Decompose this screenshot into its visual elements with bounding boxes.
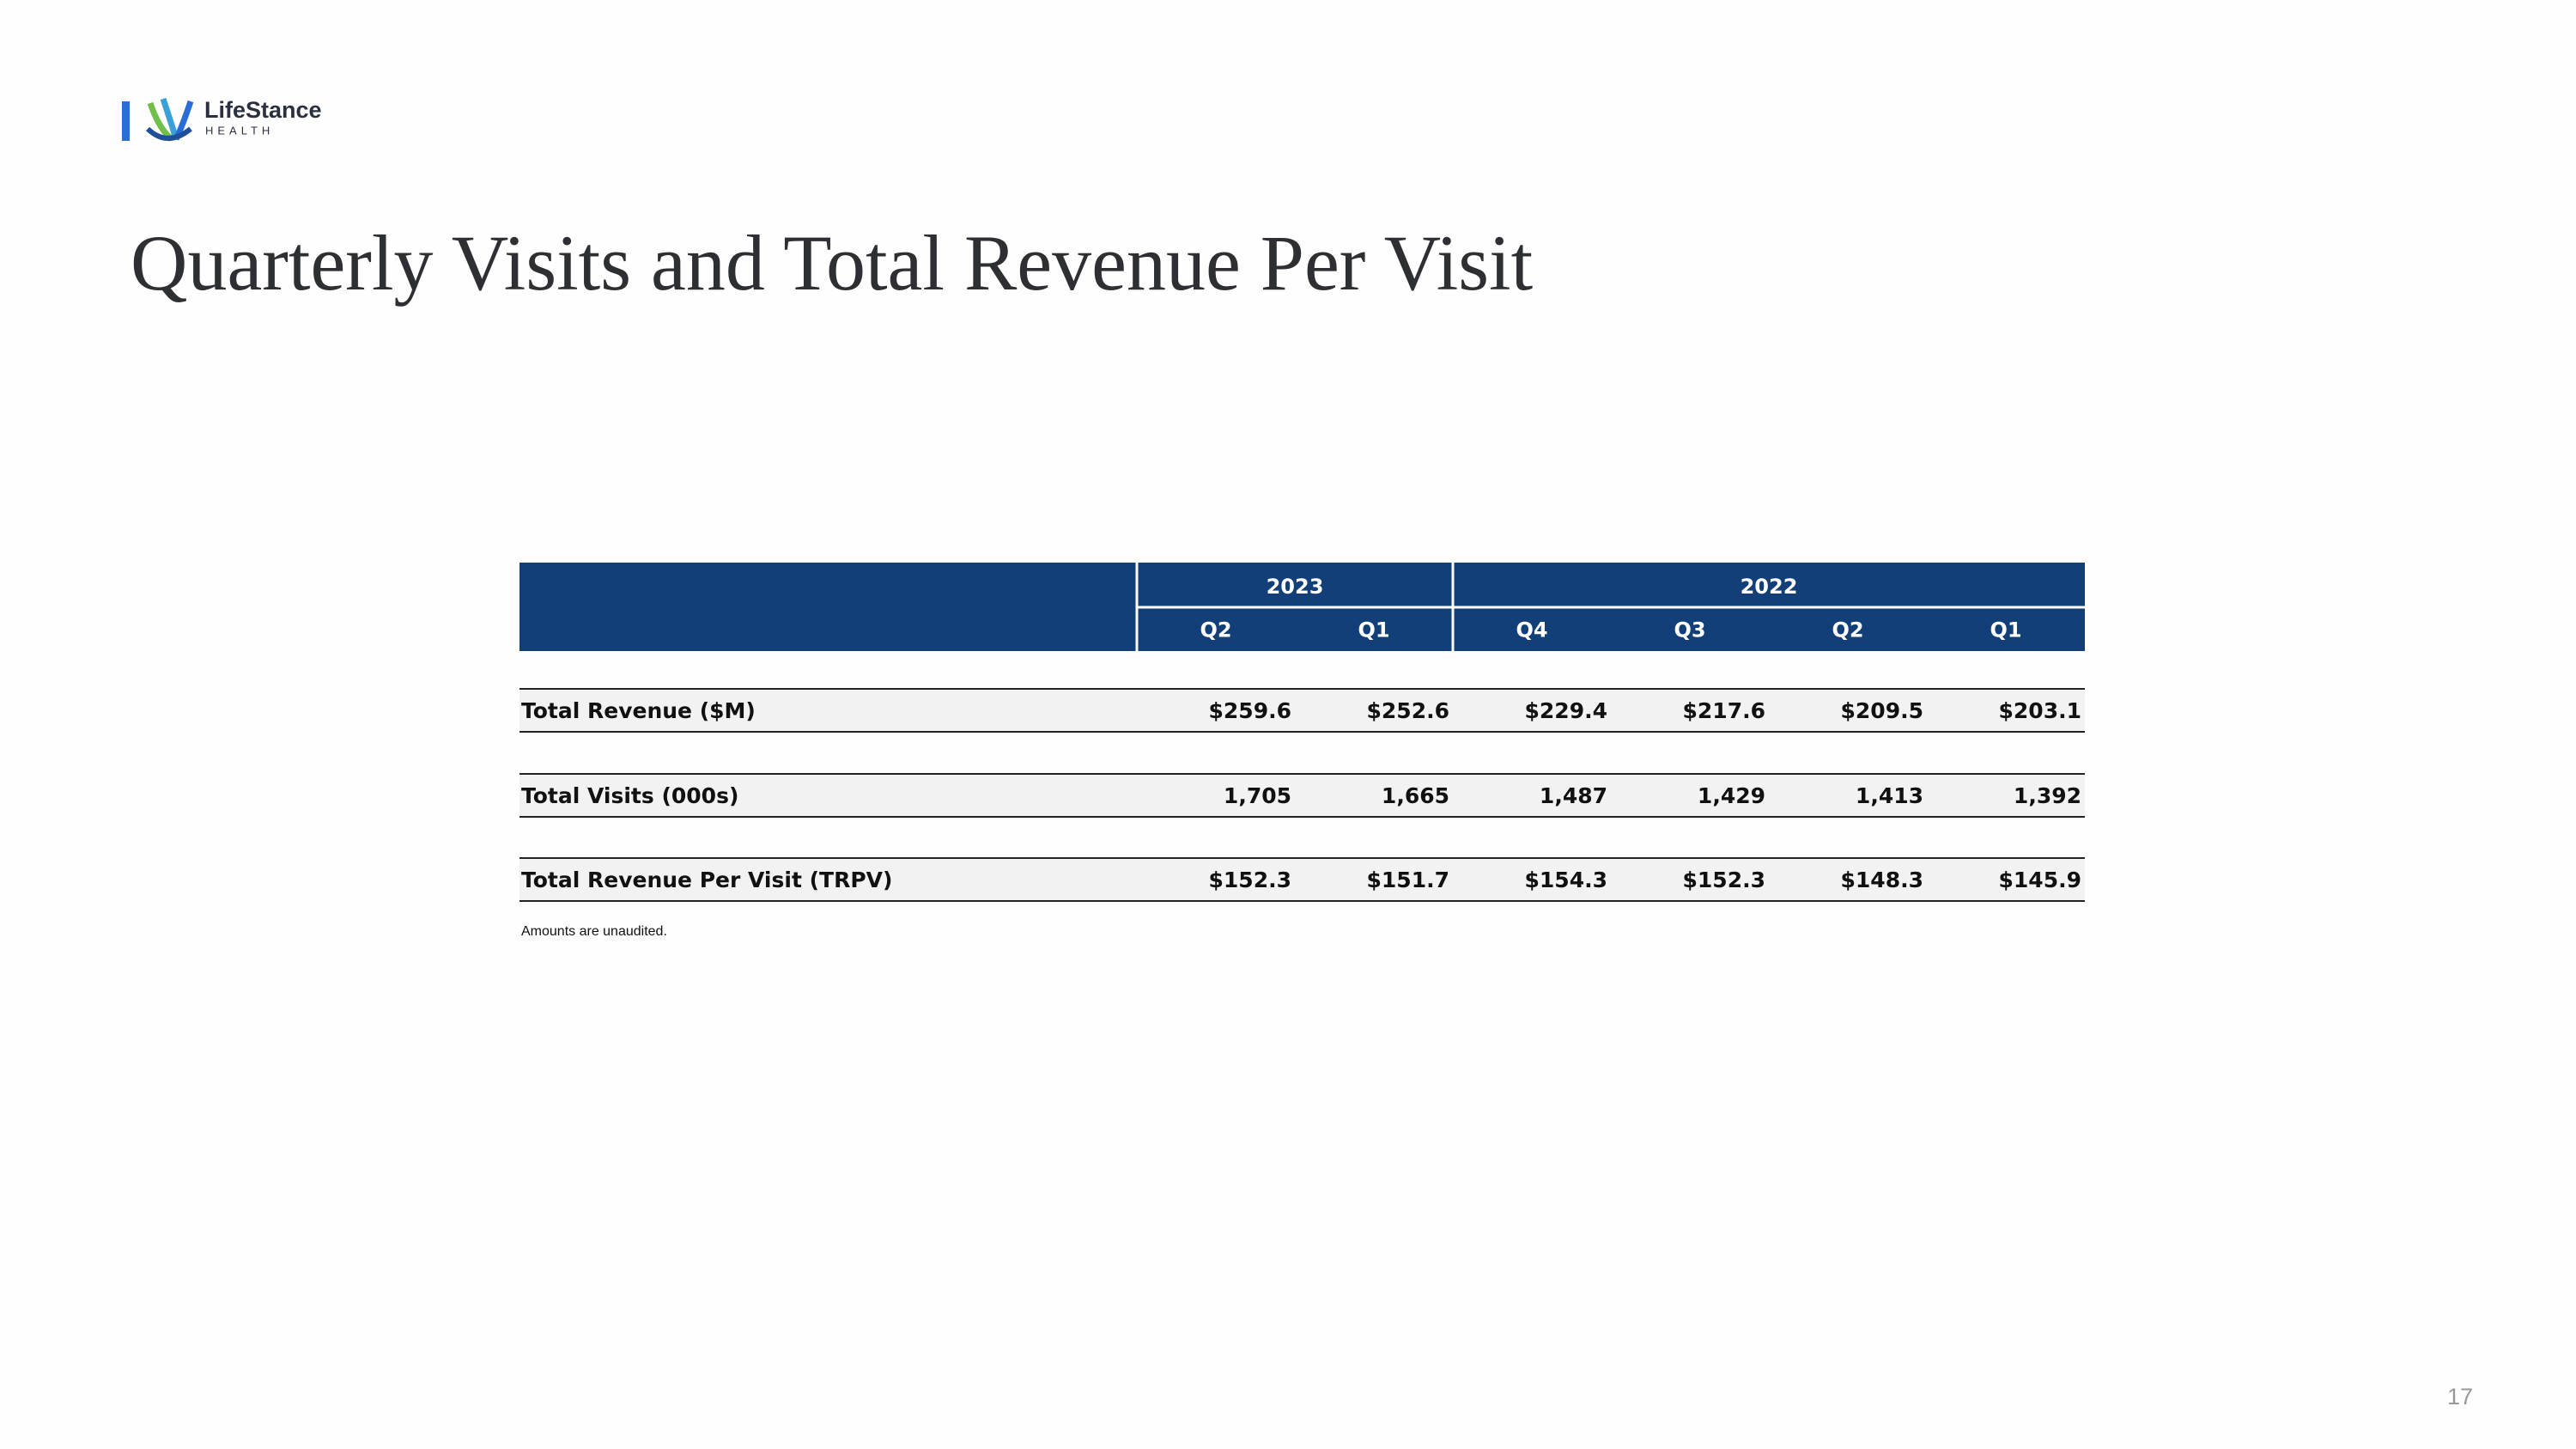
logo-icon (145, 97, 194, 142)
group-header: 2023 (1267, 575, 1324, 599)
cell-value: $259.6 (1209, 698, 1291, 723)
slide-title: Quarterly Visits and Total Revenue Per V… (131, 219, 1534, 307)
row-band (519, 858, 2085, 901)
row-label: Total Revenue Per Visit (TRPV) (521, 868, 892, 892)
cell-value: 1,413 (1856, 783, 1923, 808)
cell-value: $151.7 (1367, 868, 1449, 892)
column-header: Q4 (1516, 618, 1547, 642)
cell-value: 1,429 (1698, 783, 1765, 808)
cell-value: 1,392 (2014, 783, 2081, 808)
column-header: Q3 (1674, 618, 1705, 642)
cell-value: 1,705 (1224, 783, 1291, 808)
row-band (519, 774, 2085, 817)
row-label: Total Visits (000s) (521, 783, 738, 808)
cell-value: $148.3 (1841, 868, 1923, 892)
cell-value: $229.4 (1525, 698, 1607, 723)
logo-sub: HEALTH (205, 124, 274, 137)
row-label: Total Revenue ($M) (521, 698, 756, 723)
cell-value: 1,665 (1382, 783, 1449, 808)
cell-value: $154.3 (1525, 868, 1607, 892)
column-header: Q1 (1358, 618, 1389, 642)
cell-value: $209.5 (1841, 698, 1923, 723)
cell-value: $152.3 (1683, 868, 1765, 892)
column-header: Q2 (1832, 618, 1863, 642)
cell-value: $203.1 (1999, 698, 2081, 723)
cell-value: 1,487 (1540, 783, 1607, 808)
logo-bar (122, 101, 130, 141)
row-band (519, 689, 2085, 732)
group-header: 2022 (1741, 575, 1798, 599)
cell-value: $152.3 (1209, 868, 1291, 892)
cell-value: $217.6 (1683, 698, 1765, 723)
cell-value: $145.9 (1999, 868, 2081, 892)
column-header: Q1 (1990, 618, 2021, 642)
column-header: Q2 (1200, 618, 1231, 642)
cell-value: $252.6 (1367, 698, 1449, 723)
logo-name: LifeStance (204, 97, 322, 123)
page-number: 17 (2447, 1384, 2473, 1409)
footnote: Amounts are unaudited. (521, 924, 667, 939)
